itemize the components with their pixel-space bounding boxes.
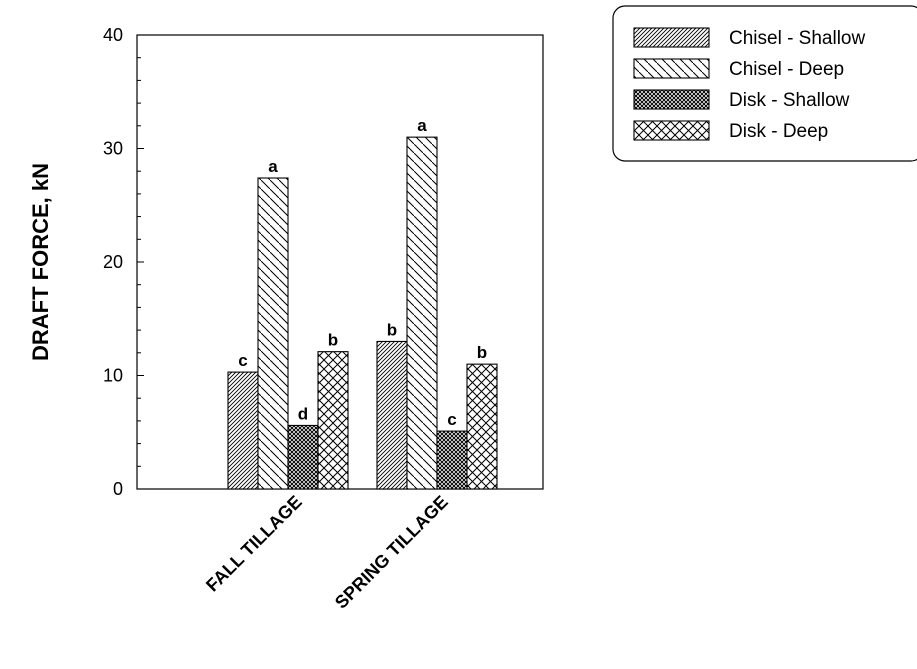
legend-label: Chisel - Deep (729, 59, 844, 80)
legend-item: Chisel - Deep (633, 58, 844, 80)
y-axis-label: DRAFT FORCE, kN (28, 163, 53, 361)
legend-label: Chisel - Shallow (729, 28, 865, 49)
legend-swatch (633, 27, 710, 48)
x-category-label: FALL TILLAGE (202, 492, 306, 596)
significance-letter: b (477, 343, 487, 362)
bar (376, 340, 408, 490)
bars (227, 136, 498, 490)
x-category-label: SPRING TILLAGE (331, 492, 452, 613)
bar (436, 430, 468, 490)
legend-item: Chisel - Shallow (633, 27, 865, 49)
y-tick-label: 0 (113, 479, 123, 499)
y-tick-label: 40 (103, 25, 123, 45)
bar (406, 136, 438, 490)
x-axis-category-labels: FALL TILLAGE SPRING TILLAGE (202, 492, 452, 613)
significance-letters: c a d b b a c b (238, 116, 487, 429)
bar (287, 424, 319, 490)
significance-letter: c (447, 410, 456, 429)
y-tick-label: 10 (103, 366, 123, 386)
significance-letter: c (238, 351, 247, 370)
significance-letter: a (268, 157, 278, 176)
y-tick-label: 20 (103, 252, 123, 272)
legend-label: Disk - Deep (729, 121, 828, 142)
significance-letter: a (417, 116, 427, 135)
bar (466, 363, 498, 490)
bar (257, 177, 289, 490)
significance-letter: b (328, 331, 338, 350)
legend-item: Disk - Shallow (633, 89, 850, 111)
significance-letter: b (387, 320, 397, 339)
bar (227, 371, 259, 490)
y-tick-label: 30 (103, 139, 123, 159)
legend-swatch (633, 58, 710, 79)
bar (317, 351, 349, 490)
legend: Chisel - Shallow Chisel - Deep Disk - Shal… (612, 5, 917, 162)
legend-item: Disk - Deep (633, 120, 828, 142)
legend-swatch (633, 120, 710, 141)
significance-letter: d (298, 404, 308, 423)
y-axis: 0 10 20 30 40 (103, 25, 144, 499)
legend-swatch (633, 89, 710, 110)
legend-label: Disk - Shallow (729, 90, 850, 111)
